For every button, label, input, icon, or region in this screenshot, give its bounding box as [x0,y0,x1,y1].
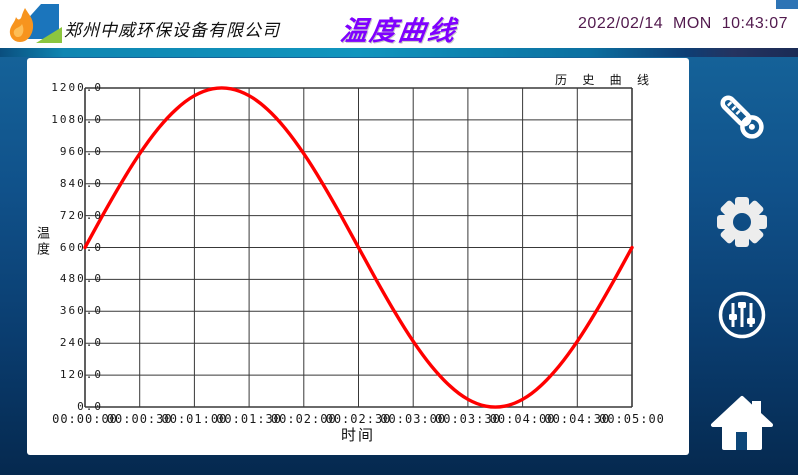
x-tick-label: 00:03:00 [380,412,447,426]
y-tick-label: 960.0 [59,144,103,158]
x-tick-label: 00:04:00 [489,412,556,426]
thermometer-icon [720,95,764,139]
home-button[interactable] [710,392,774,456]
x-tick-label: 00:05:00 [599,412,665,426]
x-tick-label: 00:00:00 [52,412,118,426]
y-tick-label: 120.0 [59,368,103,382]
header-gradient-band [0,48,798,57]
header: 郑州中威环保设备有限公司 温度曲线 2022/02/14 MON 10:43:0… [0,0,798,48]
page-title: 温度曲线 [338,16,459,46]
chart-panel: 历 史 曲 线 温度 时间 1200.0 1080.0 960.0 840.0 720.… [27,58,689,455]
x-tick-label: 00:03:30 [434,412,501,426]
y-tick-label: 240.0 [59,336,103,350]
x-tick-label: 00:02:30 [325,412,392,426]
x-tick-label: 00:04:30 [544,412,611,426]
y-tick-label: 360.0 [59,304,103,318]
y-tick-label: 480.0 [59,272,103,286]
y-axis-title: 温度 [35,226,50,258]
home-icon [711,396,773,450]
y-tick-label: 0.0 [77,400,103,413]
y-tick-label: 1080.0 [51,112,103,126]
sliders-icon [718,291,766,339]
y-tick-label: 840.0 [59,176,103,190]
company-logo-icon [9,4,62,43]
x-axis-title: 时间 [340,427,376,444]
company-name: 郑州中威环保设备有限公司 [64,21,280,41]
parameters-button[interactable] [710,283,774,347]
y-tick-label: 720.0 [59,208,103,222]
x-tick-label: 00:00:30 [106,412,173,426]
corner-accent [776,0,798,9]
chart-legend: 历 史 曲 线 [554,73,655,87]
settings-button[interactable] [710,190,774,254]
x-tick-label: 00:01:30 [216,412,282,426]
datetime-display: 2022/02/14 MON 10:43:07 [578,15,788,32]
plot-area [83,86,634,409]
y-tick-label: 1200.0 [51,81,103,94]
x-tick-label: 00:02:00 [270,412,337,426]
temperature-curve-button[interactable] [710,85,774,149]
gear-icon [712,192,772,252]
y-tick-label: 600.0 [59,240,103,254]
x-tick-label: 00:01:00 [161,412,228,426]
temperature-curve-line [83,86,634,409]
